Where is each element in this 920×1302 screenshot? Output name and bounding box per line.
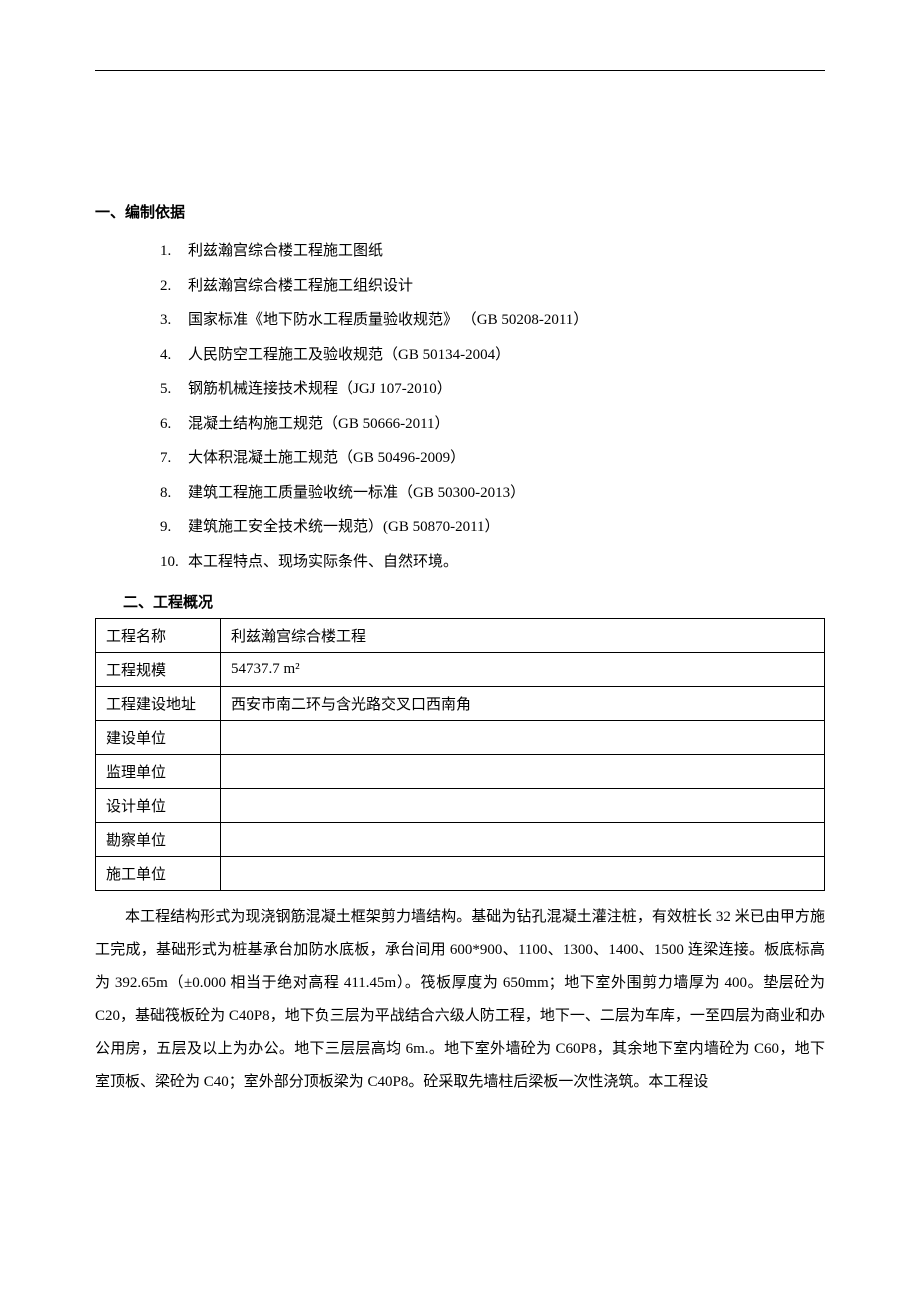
- list-num: 3.: [160, 303, 188, 338]
- list-item: 3.国家标准《地下防水工程质量验收规范》 （GB 50208-2011）: [160, 303, 825, 338]
- table-value: [221, 721, 825, 755]
- list-num: 1.: [160, 234, 188, 269]
- list-text: 建筑施工安全技术统一规范）(GB 50870-2011）: [188, 519, 500, 535]
- table-value: [221, 789, 825, 823]
- list-text: 国家标准《地下防水工程质量验收规范》 （GB 50208-2011）: [188, 312, 588, 328]
- list-item: 4.人民防空工程施工及验收规范（GB 50134-2004）: [160, 338, 825, 373]
- document-page: 一、编制依据 1.利兹瀚宫综合楼工程施工图纸 2.利兹瀚宫综合楼工程施工组织设计…: [0, 0, 920, 1149]
- list-text: 建筑工程施工质量验收统一标准（GB 50300-2013）: [188, 485, 525, 501]
- table-label: 工程规模: [96, 653, 221, 687]
- list-item: 2.利兹瀚宫综合楼工程施工组织设计: [160, 269, 825, 304]
- list-num: 5.: [160, 372, 188, 407]
- project-description: 本工程结构形式为现浇钢筋混凝土框架剪力墙结构。基础为钻孔混凝土灌注桩，有效桩长 …: [95, 901, 825, 1099]
- list-num: 2.: [160, 269, 188, 304]
- project-overview-table: 工程名称 利兹瀚宫综合楼工程 工程规模 54737.7 m² 工程建设地址 西安…: [95, 618, 825, 891]
- table-value: [221, 857, 825, 891]
- table-row: 勘察单位: [96, 823, 825, 857]
- table-label: 工程名称: [96, 619, 221, 653]
- section-2-heading: 二、工程概况: [123, 591, 825, 612]
- list-text: 利兹瀚宫综合楼工程施工图纸: [188, 243, 383, 259]
- list-item: 8.建筑工程施工质量验收统一标准（GB 50300-2013）: [160, 476, 825, 511]
- list-num: 4.: [160, 338, 188, 373]
- table-label: 施工单位: [96, 857, 221, 891]
- table-label: 设计单位: [96, 789, 221, 823]
- table-row: 监理单位: [96, 755, 825, 789]
- list-item: 7.大体积混凝土施工规范（GB 50496-2009）: [160, 441, 825, 476]
- table-row: 设计单位: [96, 789, 825, 823]
- list-text: 混凝土结构施工规范（GB 50666-2011）: [188, 416, 450, 432]
- list-item: 1.利兹瀚宫综合楼工程施工图纸: [160, 234, 825, 269]
- basis-list: 1.利兹瀚宫综合楼工程施工图纸 2.利兹瀚宫综合楼工程施工组织设计 3.国家标准…: [160, 234, 825, 579]
- list-num: 10.: [160, 545, 188, 580]
- list-text: 利兹瀚宫综合楼工程施工组织设计: [188, 278, 413, 294]
- table-row: 建设单位: [96, 721, 825, 755]
- table-label: 监理单位: [96, 755, 221, 789]
- table-label: 勘察单位: [96, 823, 221, 857]
- table-row: 施工单位: [96, 857, 825, 891]
- list-item: 10.本工程特点、现场实际条件、自然环境。: [160, 545, 825, 580]
- page-top-rule: [95, 70, 825, 71]
- table-row: 工程建设地址 西安市南二环与含光路交叉口西南角: [96, 687, 825, 721]
- table-value: [221, 755, 825, 789]
- table-value: 西安市南二环与含光路交叉口西南角: [221, 687, 825, 721]
- list-text: 本工程特点、现场实际条件、自然环境。: [188, 554, 458, 570]
- list-num: 8.: [160, 476, 188, 511]
- table-value: 利兹瀚宫综合楼工程: [221, 619, 825, 653]
- table-row: 工程名称 利兹瀚宫综合楼工程: [96, 619, 825, 653]
- list-text: 人民防空工程施工及验收规范（GB 50134-2004）: [188, 347, 510, 363]
- table-row: 工程规模 54737.7 m²: [96, 653, 825, 687]
- list-text: 钢筋机械连接技术规程（JGJ 107-2010）: [188, 381, 452, 397]
- list-num: 9.: [160, 510, 188, 545]
- list-num: 6.: [160, 407, 188, 442]
- list-num: 7.: [160, 441, 188, 476]
- list-item: 5.钢筋机械连接技术规程（JGJ 107-2010）: [160, 372, 825, 407]
- list-text: 大体积混凝土施工规范（GB 50496-2009）: [188, 450, 465, 466]
- list-item: 6.混凝土结构施工规范（GB 50666-2011）: [160, 407, 825, 442]
- table-label: 工程建设地址: [96, 687, 221, 721]
- list-item: 9.建筑施工安全技术统一规范）(GB 50870-2011）: [160, 510, 825, 545]
- table-value: [221, 823, 825, 857]
- table-label: 建设单位: [96, 721, 221, 755]
- section-1-heading: 一、编制依据: [95, 201, 825, 222]
- table-value: 54737.7 m²: [221, 653, 825, 687]
